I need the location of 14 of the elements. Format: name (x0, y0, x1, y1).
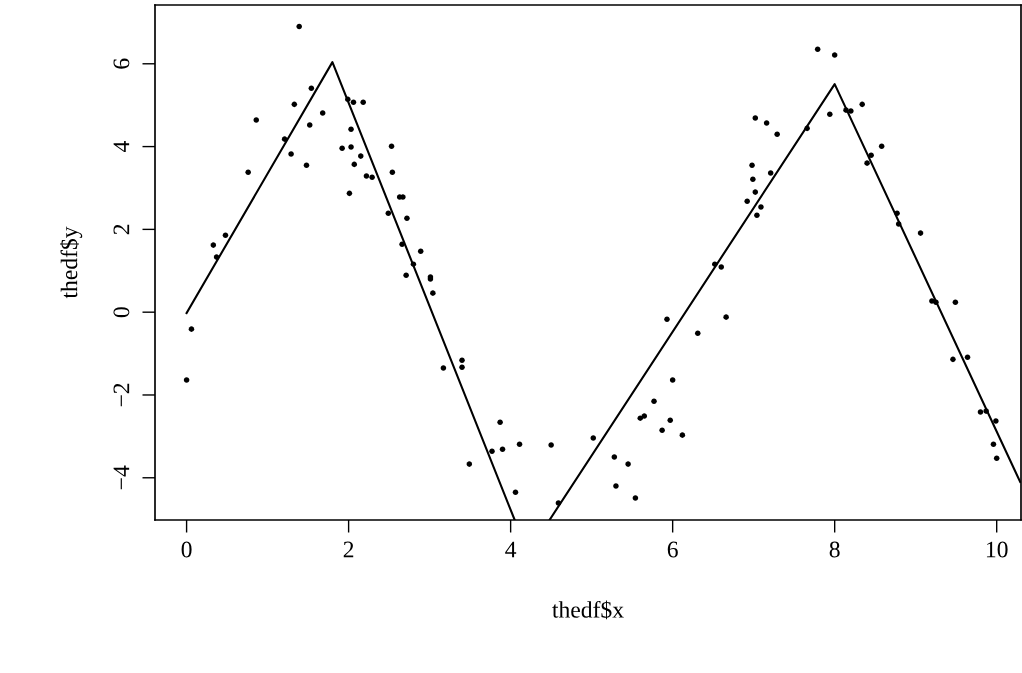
y-tick-label: 4 (113, 141, 130, 153)
y-tick-label: 2 (113, 224, 130, 235)
x-tick-label: 8 (829, 541, 840, 558)
y-tick-label: 6 (113, 58, 130, 69)
x-tick-label: 4 (505, 541, 517, 558)
x-tick-label: 2 (343, 541, 354, 558)
y-tick-label: −2 (113, 383, 130, 407)
x-tick-label: 0 (181, 541, 192, 558)
x-tick-label: 6 (667, 541, 678, 558)
y-axis-title: thedf$y (60, 226, 83, 299)
x-axis-title: thedf$x (552, 600, 624, 620)
y-tick-label: −4 (113, 465, 130, 490)
y-tick-label: 0 (113, 307, 130, 318)
x-tick-label: 10 (986, 541, 1008, 558)
